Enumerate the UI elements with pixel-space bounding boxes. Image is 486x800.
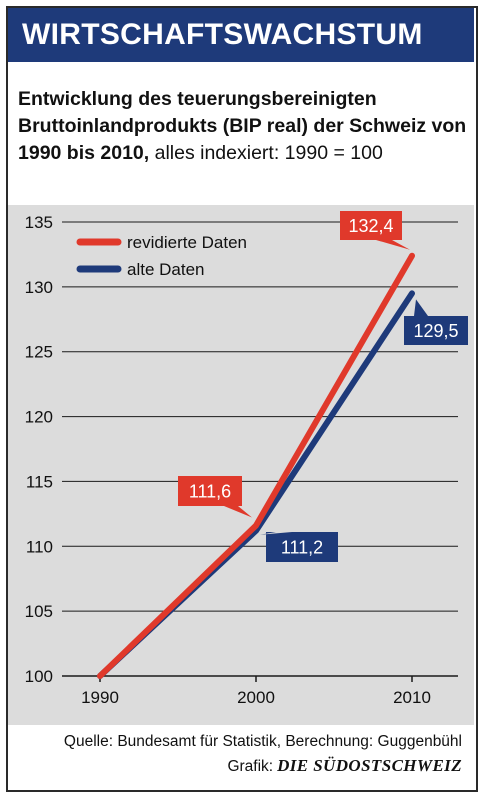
y-tick-label: 120 [25,408,53,427]
y-tick-label: 115 [26,472,53,491]
y-tick-label: 100 [25,667,53,686]
chart-subtitle: Entwicklung des teuerungsbereinigten Bru… [18,86,473,167]
data-label: 111,6 [189,482,231,502]
headline: WIRTSCHAFTSWACHSTUM [8,8,474,62]
data-label: 132,4 [348,216,393,236]
y-tick-label: 130 [25,278,53,297]
data-label-box [260,532,338,562]
source-note: Quelle: Bundesamt für Statistik, Berechn… [63,733,462,750]
plot-background [8,205,474,725]
y-tick-label: 125 [25,343,53,362]
x-tick-label: 2010 [393,688,431,707]
data-label-box [404,299,468,345]
subtitle-normal: alles indexiert: 1990 = 100 [149,142,383,164]
data-label: 111,2 [281,538,323,558]
y-tick-label: 135 [25,213,53,232]
credit-prefix: Grafik: [227,758,274,775]
y-tick-label: 105 [25,602,53,621]
series-line-alte [97,290,415,679]
x-tick-label: 1990 [81,688,119,707]
data-label-box [340,211,410,250]
credit-line: Grafik: DIE SÜDOSTSCHWEIZ [227,756,462,776]
legend-label: revidierte Daten [127,233,247,252]
x-tick-label: 2000 [237,688,275,707]
legend-label: alte Daten [127,260,205,279]
brand-logo: DIE SÜDOSTSCHWEIZ [277,756,462,775]
data-label-box [178,476,252,518]
data-label: 129,5 [413,321,458,341]
subtitle-bold: Entwicklung des teuerungsbereinigten Bru… [18,88,467,164]
y-tick-label: 110 [26,537,53,556]
series-line-revidierte [97,252,415,679]
